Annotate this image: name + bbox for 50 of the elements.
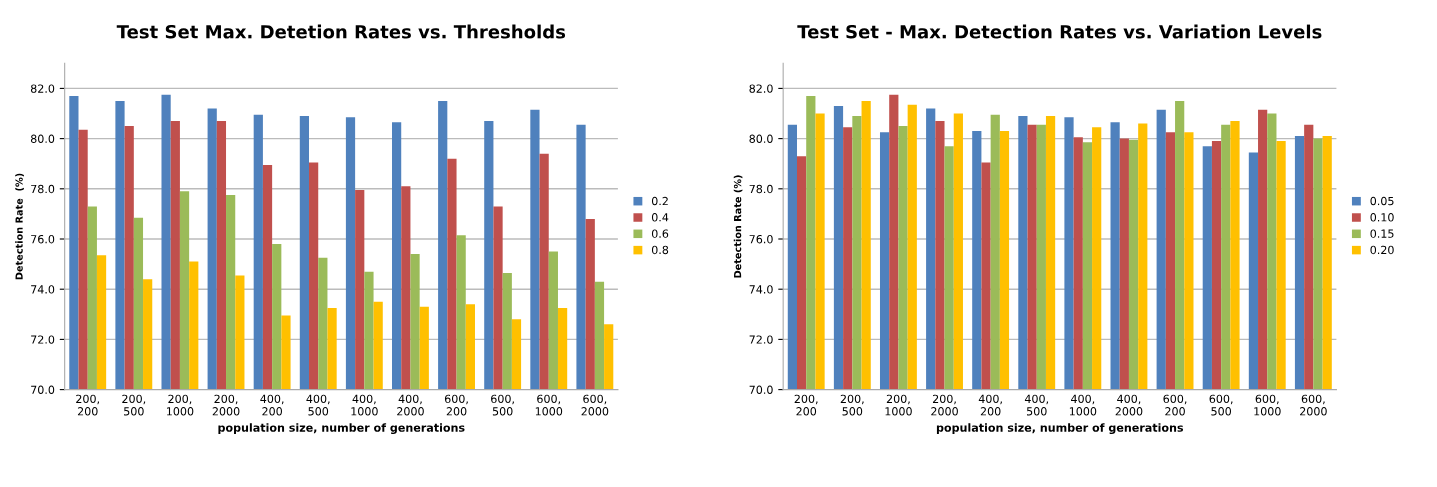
- x-tick-label: 200, 500: [840, 394, 864, 416]
- y-tick-label: 70.0: [749, 385, 773, 394]
- legend-label: 0.8: [651, 245, 669, 255]
- legend-label: 0.20: [1370, 245, 1394, 255]
- x-tick-label: 200, 200: [76, 394, 99, 416]
- y-axis-title: Detection Rate (%): [733, 175, 743, 278]
- x-tick-label: 400, 2000: [1115, 394, 1143, 416]
- y-tick-label: 78.0: [749, 184, 773, 194]
- y-tick-label: 76.0: [31, 234, 55, 244]
- x-tick-label: 600, 500: [491, 394, 514, 416]
- x-axis-title: population size, number of generations: [936, 423, 1184, 435]
- x-tick-label: 600, 200: [444, 394, 468, 416]
- y-tick-label: 74.0: [31, 285, 55, 294]
- x-tick-label: 200, 1000: [885, 394, 912, 416]
- y-tick-label: 80.0: [30, 134, 55, 143]
- y-tick-label: 72.0: [749, 335, 773, 344]
- y-tick-label: 70.0: [31, 385, 55, 394]
- x-tick-label: 600, 200: [1163, 394, 1187, 416]
- y-tick-label: 72.0: [31, 335, 55, 344]
- legend-label: 0.15: [1370, 229, 1394, 238]
- y-tick-label: 76.0: [749, 234, 773, 244]
- x-tick-label: 400, 1000: [1069, 394, 1097, 416]
- legend-label: 0.6: [651, 229, 669, 238]
- y-tick-label: 82.0: [749, 84, 773, 93]
- x-tick-label: 200, 200: [794, 394, 818, 416]
- y-tick-label: 82.0: [30, 84, 55, 93]
- legend-label: 0.05: [1370, 196, 1394, 206]
- y-axis-title: Detection Rate (%): [15, 173, 24, 280]
- x-tick-label: 400, 200: [978, 394, 1002, 416]
- x-tick-label: 600, 1000: [535, 394, 563, 416]
- x-axis-title: population size, number of generations: [218, 423, 465, 435]
- x-tick-label: 600, 1000: [1254, 394, 1281, 416]
- y-tick-label: 78.0: [31, 184, 55, 194]
- legend-label: 0.2: [651, 196, 668, 206]
- x-tick-label: 600, 500: [1209, 394, 1233, 416]
- x-tick-label: 400, 500: [1024, 394, 1049, 416]
- legend-label: 0.10: [1370, 213, 1394, 222]
- x-tick-label: 400, 1000: [351, 394, 378, 416]
- legend-label: 0.4: [651, 213, 669, 222]
- x-tick-label: 200, 500: [122, 394, 146, 416]
- x-tick-label: 200, 1000: [167, 394, 194, 416]
- x-tick-label: 600, 2000: [581, 394, 609, 416]
- x-tick-label: 400, 2000: [397, 394, 424, 416]
- y-tick-label: 74.0: [749, 285, 773, 294]
- chart-title: Test Set Max. Detetion Rates vs. Thresholds: [116, 24, 566, 39]
- chart-title: Test Set - Max. Detection Rates vs. Variation Levels: [797, 24, 1322, 39]
- x-tick-label: 400, 200: [260, 394, 284, 416]
- y-tick-label: 80.0: [749, 134, 773, 143]
- x-tick-label: 600, 2000: [1300, 394, 1327, 416]
- x-tick-label: 400, 500: [306, 394, 330, 416]
